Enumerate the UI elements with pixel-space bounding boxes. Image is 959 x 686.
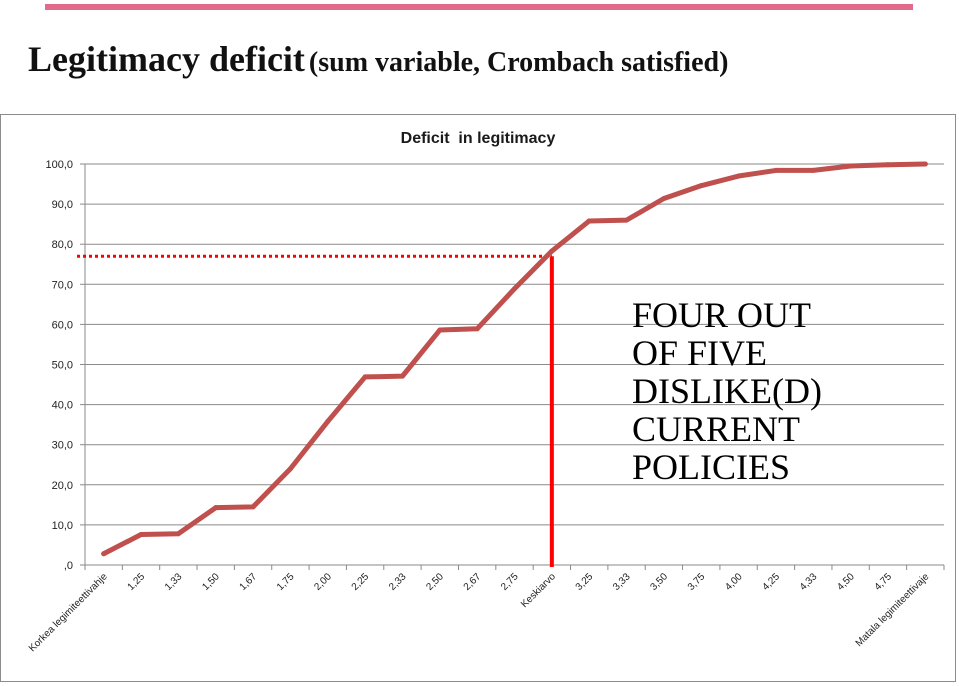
y-tick-label: 100,0 (45, 159, 73, 171)
x-tick-label: 2,00 (312, 571, 334, 593)
data-point (175, 531, 181, 537)
slide-title-sub: (sum variable, Crombach satisfied) (308, 47, 729, 78)
data-point (512, 286, 517, 292)
data-point (698, 183, 704, 189)
x-tick-label: Korkea legimiteettivahje (27, 571, 110, 654)
x-tick-label: Matala legimiteettivaje (854, 571, 932, 649)
data-point (101, 551, 107, 557)
y-tick-label: 50,0 (52, 360, 73, 372)
x-tick-label: 2,25 (350, 571, 372, 593)
slide-title: Legitimacy deficit (sum variable, Cromba… (28, 38, 728, 80)
data-point (922, 161, 928, 167)
y-tick-label: 20,0 (52, 480, 73, 492)
annotation-line: FOUR OUT (632, 295, 812, 335)
annotation-line: CURRENT (632, 409, 801, 449)
annotation-line: OF FIVE (632, 333, 768, 373)
annotation-line: POLICIES (632, 447, 791, 487)
data-point (250, 504, 256, 510)
y-tick-label: 90,0 (52, 199, 73, 211)
data-point (325, 418, 331, 424)
x-tick-label: 3,50 (648, 571, 670, 593)
x-tick-labels: Korkea legimiteettivahje 1,25 1,33 1,50 1,67… (27, 571, 932, 654)
data-point (287, 466, 293, 472)
gridlines (85, 163, 944, 526)
slide-title-main: Legitimacy deficit (28, 39, 305, 79)
x-tick-label: 1,67 (238, 571, 260, 593)
x-tick-label: 1,75 (275, 571, 297, 593)
x-tick-label: 2,33 (387, 571, 409, 593)
y-tick-label: ,0 (64, 560, 73, 572)
x-tick-label: 3,25 (574, 571, 596, 593)
data-point (474, 326, 480, 332)
x-tick-label: 1,33 (163, 571, 185, 593)
y-tick-label: 80,0 (52, 239, 73, 251)
chart-title: Deficit in legitimacy (401, 130, 556, 147)
top-accent-bar (45, 4, 913, 10)
x-tick-label: Keskiarvo (519, 571, 558, 610)
data-point (549, 248, 555, 254)
data-point (810, 167, 816, 173)
chart-frame (0, 114, 956, 682)
y-tick-label: 40,0 (52, 400, 73, 412)
data-point (773, 167, 779, 173)
x-tick-label: 3,75 (686, 571, 708, 593)
data-point (885, 162, 891, 168)
x-tick-label: 4,25 (761, 571, 783, 593)
x-tick-label: 3,33 (611, 571, 633, 593)
reference-lines (77, 254, 554, 567)
y-tick-label: 10,0 (52, 520, 73, 532)
series (101, 161, 928, 557)
x-tick-label: 1,50 (200, 571, 222, 593)
annotation-text: FOUR OUT OF FIVE DISLIKE(D) CURRENT POLI… (632, 296, 822, 486)
data-point (399, 373, 405, 379)
x-tick-label: 4,33 (798, 571, 820, 593)
y-tick-label: 60,0 (52, 319, 73, 331)
data-point (848, 163, 854, 169)
x-tick-label: 1,25 (126, 571, 148, 593)
x-tick-label: 2,67 (462, 571, 484, 593)
y-tick-labels: ,0 10,0 20,0 30,0 40,0 50,0 60,0 70,0 80,0 90,0 10… (45, 159, 73, 572)
data-point (437, 327, 443, 333)
y-tick-label: 30,0 (52, 440, 73, 452)
axes (80, 163, 945, 570)
data-point (586, 218, 592, 224)
annotation-line: DISLIKE(D) (632, 371, 822, 411)
x-tick-label: 4,00 (723, 571, 745, 593)
x-tick-label: 2,50 (424, 571, 446, 593)
y-tick-label: 70,0 (52, 279, 73, 291)
data-point (624, 217, 630, 223)
data-point (362, 374, 368, 380)
data-point (138, 532, 144, 538)
x-tick-label: 2,75 (499, 571, 521, 593)
data-point (213, 505, 219, 511)
x-tick-label: 4,50 (835, 571, 857, 593)
x-tick-label: 4,75 (873, 571, 895, 593)
data-point (661, 195, 667, 201)
data-point (736, 173, 742, 179)
